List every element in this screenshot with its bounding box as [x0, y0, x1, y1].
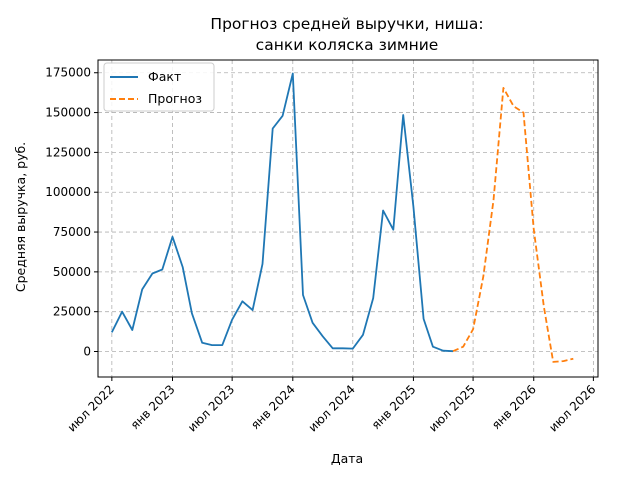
y-tick-label: 25000 [53, 305, 91, 319]
plot-frame [97, 59, 599, 378]
series-layer [110, 72, 574, 363]
x-axis-label: Дата [331, 451, 363, 466]
series-line-fact [110, 72, 454, 353]
chart-title-line-2: санки коляска зимние [256, 36, 439, 54]
y-tick-label: 150000 [45, 106, 91, 120]
y-tick-label: 0 [83, 345, 91, 359]
y-axis-label: Средняя выручка, руб. [13, 142, 28, 292]
chart-title-line-1: Прогноз средней выручки, ниша: [210, 15, 483, 33]
y-tick-label: 175000 [45, 66, 91, 80]
series-line-forecast [452, 87, 574, 363]
y-tick-label: 100000 [45, 185, 91, 199]
y-axis-ticks: 0 25000 50000 75000 100000 125000 150000 175000 [45, 66, 98, 359]
legend-label-forecast: Прогноз [148, 91, 202, 106]
legend: Факт Прогноз [103, 62, 215, 112]
y-tick-label: 50000 [53, 265, 91, 279]
y-tick-label: 75000 [53, 225, 91, 239]
legend-label-fact: Факт [148, 69, 181, 84]
y-tick-label: 125000 [45, 145, 91, 159]
gridlines [98, 60, 598, 377]
